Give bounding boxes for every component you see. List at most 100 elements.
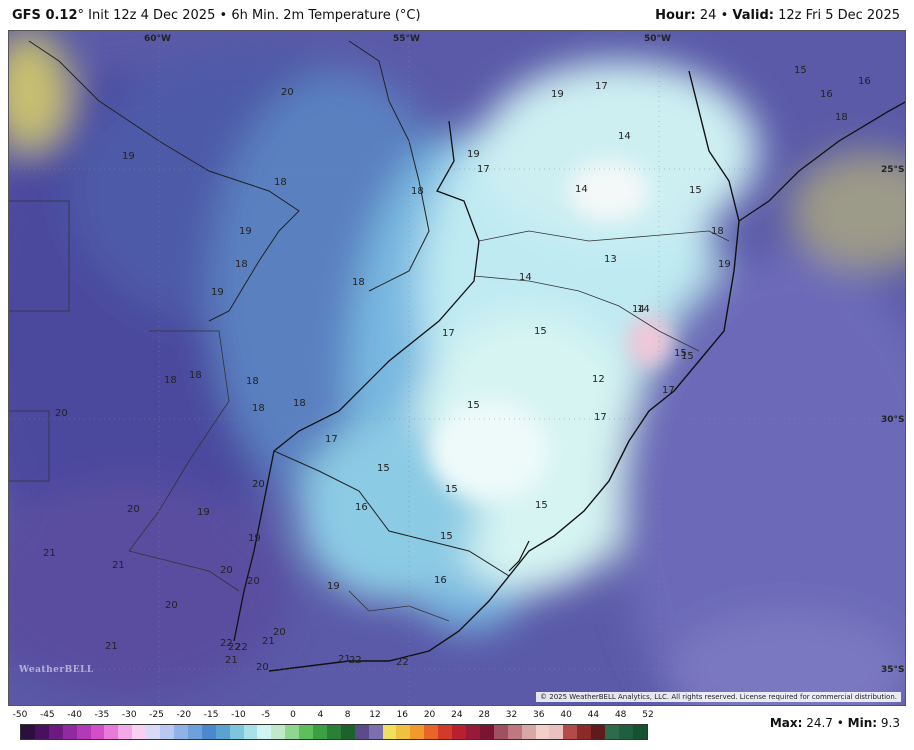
legend-swatch: [618, 725, 633, 739]
value-label: 15: [440, 531, 453, 542]
degree-symbol: °: [77, 8, 85, 23]
legend-swatch: [160, 725, 174, 739]
south-ocean-field: [669, 611, 905, 705]
cool-spot-north: [569, 161, 649, 221]
value-label: 22: [396, 657, 409, 668]
legend-swatch: [201, 725, 216, 739]
value-label: 17: [325, 434, 338, 445]
value-label: 21: [43, 548, 56, 559]
legend-swatch: [187, 725, 202, 739]
value-label: 15: [689, 185, 702, 196]
temperature-map: 60°W 55°W 50°W 25°S 30°S 35°S 20 19 19 1…: [8, 30, 906, 706]
legend-tick-label: 40: [560, 710, 572, 720]
value-label: 18: [189, 370, 202, 381]
argentina-brazil-border: [233, 120, 480, 642]
value-label: 19: [327, 581, 340, 592]
legend-swatch: [313, 725, 327, 739]
argentina-province-border: [9, 200, 70, 312]
legend-swatch: [62, 725, 77, 739]
value-label: 15: [681, 351, 694, 362]
value-label: 18: [164, 375, 177, 386]
legend-color-bar: [20, 724, 648, 740]
valid-label: Valid:: [732, 8, 774, 23]
legend-swatch: [243, 725, 258, 739]
legend-swatch: [132, 725, 147, 739]
value-label: 19: [211, 287, 224, 298]
legend-swatch: [396, 725, 411, 739]
value-label: 22: [220, 638, 233, 649]
value-label: 14: [637, 304, 650, 315]
sao-paulo-coast: [738, 101, 905, 222]
max-min-separator: •: [836, 716, 844, 730]
legend-tick-label: 12: [369, 710, 381, 720]
value-label: 21: [112, 560, 125, 571]
legend-tick-label: 24: [451, 710, 463, 720]
value-label: 15: [467, 400, 480, 411]
valid-info: Hour: 24 • Valid: 12z Fri 5 Dec 2025: [655, 8, 900, 23]
legend-swatch: [521, 725, 536, 739]
value-label: 14: [618, 131, 631, 142]
legend-swatch: [438, 725, 453, 739]
legend-swatch: [535, 725, 550, 739]
value-label: 14: [575, 184, 588, 195]
legend-swatch: [382, 725, 397, 739]
value-label: 22: [235, 642, 248, 653]
legend-tick-label: 28: [478, 710, 490, 720]
legend-swatch: [368, 725, 383, 739]
legend-swatch: [48, 725, 63, 739]
legend-swatch: [632, 725, 647, 739]
legend-tick-label: 20: [423, 710, 436, 720]
value-label: 16: [355, 502, 368, 513]
legend-swatch: [118, 725, 133, 739]
max-min-readout: Max: 24.7 • Min: 9.3: [770, 716, 900, 730]
legend-tick-label: 0: [290, 710, 296, 720]
value-label: 17: [594, 412, 607, 423]
southwest-warm-zone: [9, 481, 289, 701]
value-label: 20: [281, 87, 294, 98]
value-label: 19: [718, 259, 731, 270]
value-label: 20: [165, 600, 178, 611]
legend-swatch: [493, 725, 508, 739]
legend-swatch: [507, 725, 522, 739]
value-label: 22: [349, 655, 362, 666]
argentina-province-border-4: [128, 550, 240, 592]
legend-swatch: [452, 725, 466, 739]
lat-label-25s: 25°S: [881, 165, 905, 175]
value-label: 18: [274, 177, 287, 188]
max-label: Max:: [769, 716, 803, 730]
legend-swatch: [605, 725, 619, 739]
weatherbell-logo: WeatherBELL: [19, 665, 94, 675]
legend-tick-label: -40: [67, 710, 82, 720]
legend-swatch: [173, 725, 188, 739]
value-label: 12: [592, 374, 605, 385]
value-label: 18: [246, 376, 259, 387]
value-label: 18: [293, 398, 306, 409]
min-label: Min:: [847, 716, 878, 730]
legend-tick-label: 4: [317, 710, 324, 720]
legend-swatch: [229, 725, 244, 739]
legend-tick-label: -45: [39, 710, 55, 720]
value-label: 20: [220, 565, 233, 576]
value-label: 15: [674, 348, 687, 359]
legend-swatch: [21, 725, 35, 739]
value-label: 15: [445, 484, 458, 495]
legend-swatch: [285, 725, 300, 739]
lat-label-35s: 35°S: [881, 665, 905, 675]
paraguay-east-border: [348, 40, 430, 292]
lat-label-30s: 30°S: [881, 415, 905, 425]
state-border-sc: [473, 275, 700, 352]
legend-tick-label: -10: [231, 710, 246, 720]
legend-tick-label: 44: [587, 710, 600, 720]
lagoa-dos-patos: [508, 540, 530, 572]
legend-swatch: [591, 725, 606, 739]
legend-tick-label: -35: [94, 710, 110, 720]
init-time: Init 12z 4 Dec 2025: [88, 8, 216, 23]
value-label: 17: [442, 328, 455, 339]
value-label: 14: [632, 304, 645, 315]
value-label: 19: [122, 151, 135, 162]
value-label: 20: [247, 576, 260, 587]
coldest-spot: [627, 315, 671, 367]
uruguay-dept-border: [348, 590, 450, 622]
legend-tick-label: 52: [642, 710, 654, 720]
title-separator: •: [219, 8, 228, 23]
